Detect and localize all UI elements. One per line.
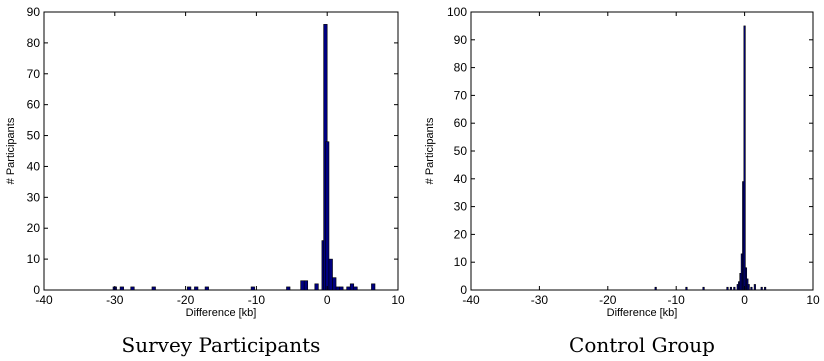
- y-tick-label: 80: [27, 36, 41, 50]
- y-tick-label: 10: [27, 252, 41, 266]
- x-tick-label: -20: [599, 293, 617, 307]
- y-tick-label: 60: [454, 116, 468, 130]
- x-tick-label: -30: [531, 293, 549, 307]
- y-tick-label: 40: [27, 159, 41, 173]
- histogram-bar: [750, 286, 753, 291]
- histogram-bar: [119, 286, 124, 291]
- histogram-bar: [726, 286, 729, 291]
- y-tick-label: 0: [33, 283, 40, 297]
- histogram-bar: [764, 286, 767, 291]
- histogram-bar: [314, 283, 319, 291]
- histogram-bar: [204, 286, 209, 291]
- histogram-bar: [747, 284, 750, 291]
- y-tick-label: 20: [27, 221, 41, 235]
- histogram-bar: [303, 280, 309, 291]
- y-axis-label: # Participants: [5, 117, 17, 184]
- panel-caption: Survey Participants: [122, 333, 321, 357]
- histogram-bar: [332, 277, 337, 291]
- y-tick-label: 90: [454, 33, 468, 47]
- y-tick-label: 30: [27, 190, 41, 204]
- histogram-bar: [371, 283, 376, 291]
- x-axis-label: Difference [kb]: [607, 307, 678, 319]
- panel-caption: Control Group: [569, 333, 715, 357]
- y-tick-label: 20: [454, 227, 468, 241]
- histogram-bar: [349, 283, 355, 291]
- plot-frame: [43, 11, 399, 291]
- histogram-bar: [194, 286, 199, 291]
- histogram-bar: [339, 286, 344, 291]
- x-axis-label: Difference [kb]: [186, 307, 257, 319]
- y-tick-label: 80: [454, 61, 468, 75]
- y-tick-label: 50: [454, 144, 468, 158]
- histogram-bar: [654, 286, 657, 291]
- histogram-bar: [335, 286, 340, 291]
- y-tick-label: 60: [27, 98, 41, 112]
- x-tick-label: -10: [668, 293, 686, 307]
- histogram-bar: [760, 286, 763, 291]
- x-tick-label: -40: [35, 293, 53, 307]
- histogram-bar: [729, 286, 732, 291]
- histogram-bar: [300, 280, 305, 291]
- histogram-bar: [753, 284, 756, 291]
- histogram-bar: [250, 286, 255, 291]
- chart-panel-control: -40 -30 -20 -10 0 100102030405060708090100Dif…: [424, 5, 820, 357]
- x-tick-label: 10: [391, 293, 405, 307]
- x-tick-label: -30: [106, 293, 124, 307]
- x-tick-label: 10: [806, 293, 820, 307]
- y-tick-label: 30: [454, 200, 468, 214]
- y-axis-label: # Participants: [424, 117, 436, 184]
- plot-frame: [470, 11, 814, 291]
- y-tick-label: 50: [27, 129, 41, 143]
- y-tick-label: 70: [27, 67, 41, 81]
- y-tick-label: 0: [460, 283, 467, 297]
- x-tick-label: 0: [324, 293, 331, 307]
- histogram-bar: [325, 141, 330, 291]
- x-tick-label: 0: [741, 293, 748, 307]
- chart-panel-survey: -40 -30 -20 -10 0 10 0 10 20 30 40 50 60 70 80 90 Differ…: [5, 5, 405, 357]
- histogram-bar: [187, 286, 192, 291]
- histogram-bar: [353, 286, 358, 291]
- histogram-bar: [702, 286, 705, 291]
- histogram-bar: [346, 286, 351, 291]
- x-tick-label: -20: [177, 293, 195, 307]
- x-tick-label: -40: [462, 293, 480, 307]
- histogram-bar: [151, 286, 156, 291]
- y-tick-label: 100: [447, 5, 467, 19]
- histogram-bar: [685, 286, 688, 291]
- histogram-bar: [286, 286, 291, 291]
- histogram-bar: [328, 258, 333, 291]
- y-tick-label: 40: [454, 172, 468, 186]
- x-tick-label: -10: [248, 293, 266, 307]
- histogram-bar: [130, 286, 135, 291]
- y-tick-label: 10: [454, 255, 468, 269]
- y-tick-label: 90: [27, 5, 41, 19]
- histogram-bar: [733, 286, 736, 291]
- y-tick-label: 70: [454, 88, 468, 102]
- histogram-bar: [743, 25, 746, 291]
